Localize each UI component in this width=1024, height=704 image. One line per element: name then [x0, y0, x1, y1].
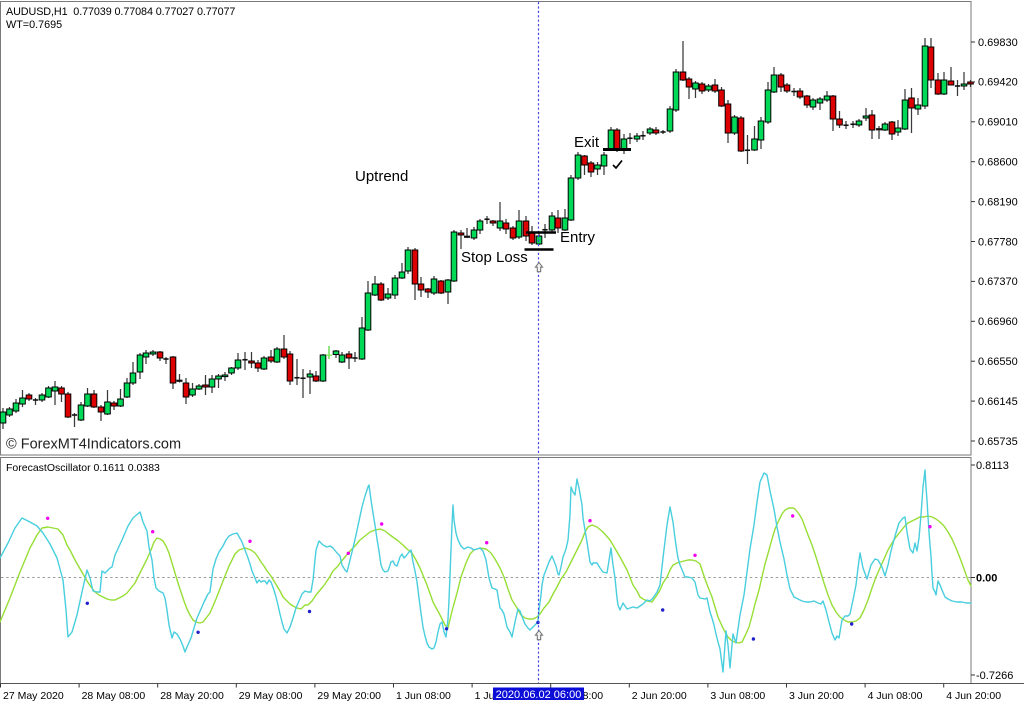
svg-text:27 May 2020: 27 May 2020 [3, 690, 64, 702]
svg-text:© ForexMT4Indicators.com: © ForexMT4Indicators.com [6, 437, 181, 453]
svg-text:1 Jun 08:00: 1 Jun 08:00 [396, 690, 451, 702]
svg-text:0.67370: 0.67370 [978, 276, 1018, 288]
svg-text:29 May 20:00: 29 May 20:00 [317, 690, 381, 702]
svg-text:4 Jun 08:00: 4 Jun 08:00 [868, 690, 923, 702]
svg-text:0.66960: 0.66960 [978, 316, 1018, 328]
svg-text:0.66550: 0.66550 [978, 356, 1018, 368]
svg-text:-0.7266: -0.7266 [976, 670, 1013, 682]
svg-text:0.00: 0.00 [976, 572, 997, 584]
svg-text:0.68190: 0.68190 [978, 196, 1018, 208]
svg-text:4 Jun 20:00: 4 Jun 20:00 [946, 690, 1001, 702]
svg-text:0.66145: 0.66145 [978, 396, 1018, 408]
svg-text:AUDUSD,H1 0.77039 0.77084 0.7: AUDUSD,H1 0.77039 0.77084 0.77027 0.7707… [6, 6, 235, 18]
svg-text:0.8113: 0.8113 [976, 460, 1009, 472]
svg-text:0.67780: 0.67780 [978, 236, 1018, 248]
svg-text:29 May 08:00: 29 May 08:00 [239, 690, 303, 702]
svg-text:28 May 20:00: 28 May 20:00 [160, 690, 224, 702]
svg-text:Stop Loss: Stop Loss [461, 249, 528, 266]
svg-text:2 Jun 20:00: 2 Jun 20:00 [632, 690, 687, 702]
svg-text:2020.06.02 06:00: 2020.06.02 06:00 [496, 689, 582, 701]
svg-text:ForecastOscillator 0.1611 0.03: ForecastOscillator 0.1611 0.0383 [6, 462, 160, 474]
svg-text:0.68600: 0.68600 [978, 157, 1018, 169]
svg-text:Uptrend: Uptrend [355, 168, 408, 185]
svg-text:Exit: Exit [574, 134, 600, 151]
svg-text:28 May 08:00: 28 May 08:00 [82, 690, 146, 702]
svg-text:0.65735: 0.65735 [978, 436, 1018, 448]
svg-text:0.69830: 0.69830 [978, 37, 1018, 49]
svg-text:0.69010: 0.69010 [978, 117, 1018, 129]
svg-text:0.69420: 0.69420 [978, 77, 1018, 89]
svg-text:WT=0.7695: WT=0.7695 [6, 19, 62, 31]
svg-text:3 Jun 08:00: 3 Jun 08:00 [710, 690, 765, 702]
svg-text:3 Jun 20:00: 3 Jun 20:00 [789, 690, 844, 702]
svg-text:Entry: Entry [560, 229, 596, 246]
